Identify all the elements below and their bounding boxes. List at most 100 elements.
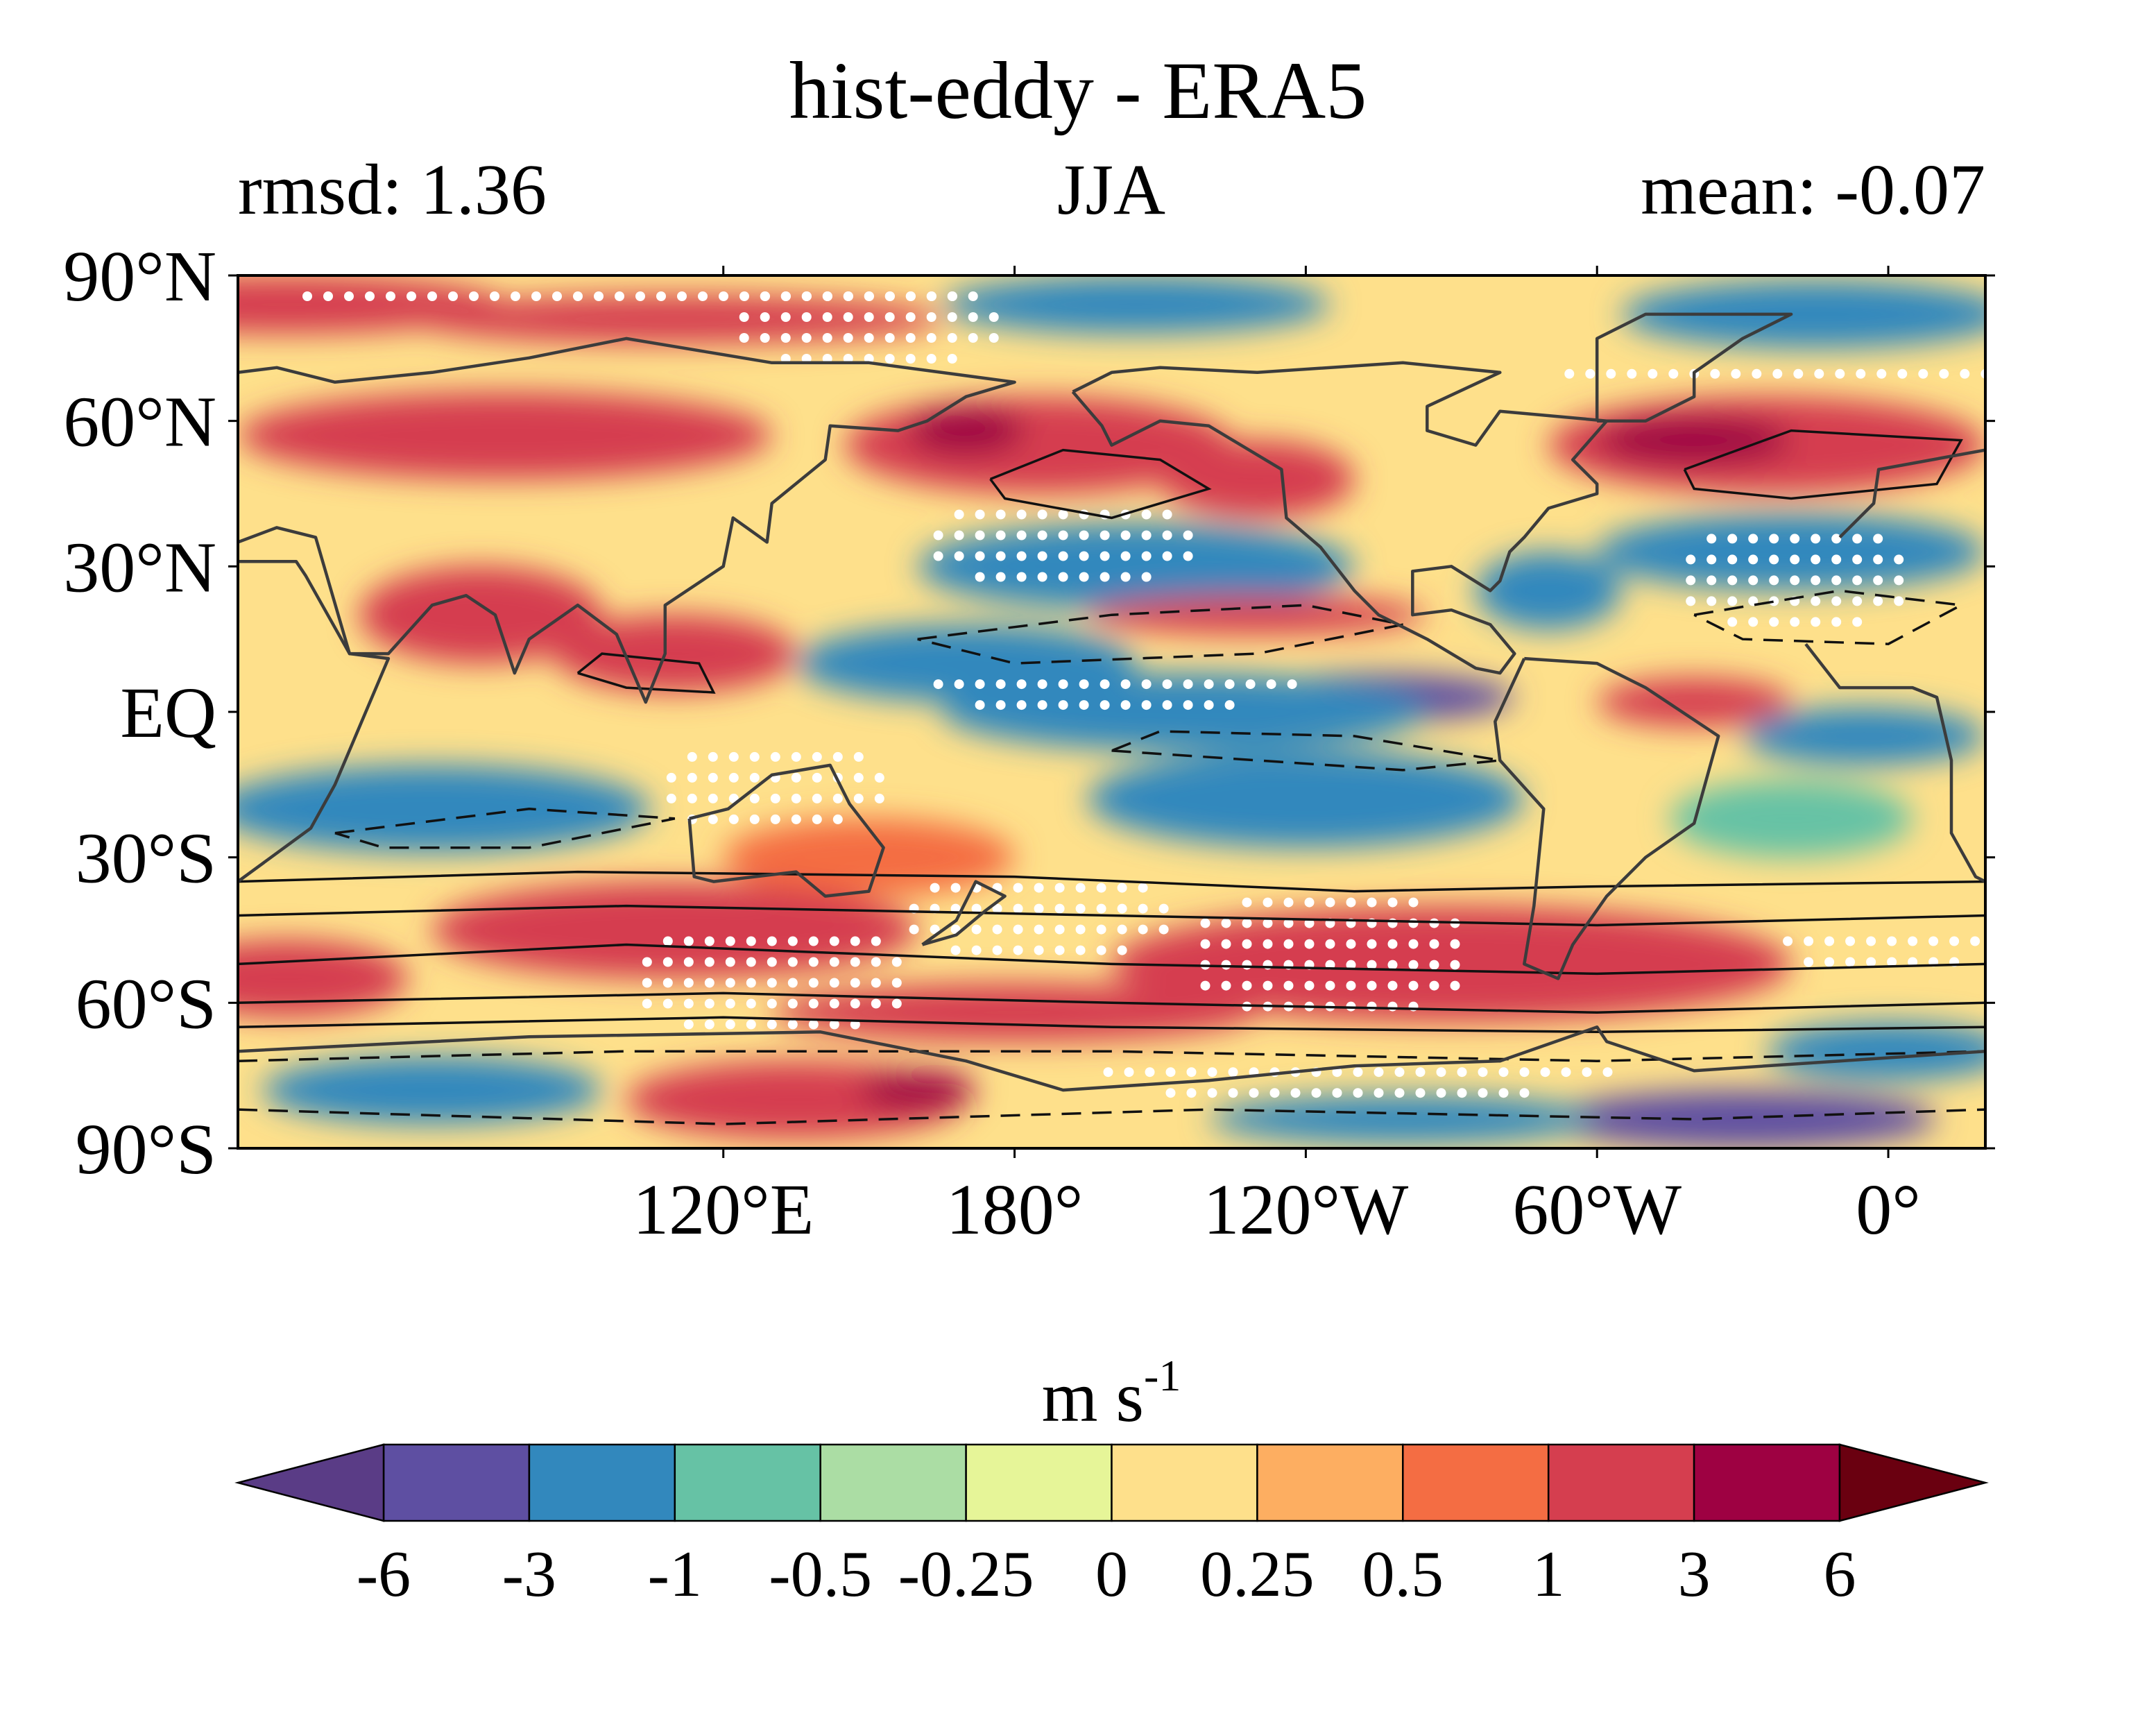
coastline xyxy=(238,560,391,883)
significance-dot xyxy=(1013,924,1023,935)
significance-dot xyxy=(787,1019,798,1030)
significance-dot xyxy=(1037,530,1047,540)
significance-dot xyxy=(926,354,936,364)
significance-dot xyxy=(1727,554,1738,565)
significance-dot xyxy=(975,551,985,561)
significance-dot xyxy=(1016,530,1027,540)
significance-dot xyxy=(1769,596,1779,606)
significance-dot xyxy=(1748,575,1759,586)
significance-dot xyxy=(1138,883,1148,893)
significance-dot xyxy=(1585,368,1595,379)
field-blob xyxy=(1087,595,1428,635)
colorbar-tick-label: 0.25 xyxy=(1200,1538,1315,1610)
x-tick-label: 0° xyxy=(1856,1170,1921,1250)
significance-dot xyxy=(905,312,916,322)
x-tick-label: 180° xyxy=(946,1170,1084,1250)
significance-dot xyxy=(850,957,860,967)
significance-dot xyxy=(975,509,985,520)
subtitle-mean: mean: -0.07 xyxy=(1641,150,1985,230)
significance-dot xyxy=(573,291,583,301)
significance-dot xyxy=(1769,554,1779,565)
field-blob xyxy=(238,765,651,853)
significance-dot xyxy=(1814,368,1824,379)
significance-dot xyxy=(719,291,728,301)
significance-dot xyxy=(1075,903,1086,914)
significance-dot xyxy=(1165,1067,1176,1078)
significance-dot xyxy=(1034,883,1044,893)
significance-dot xyxy=(850,1019,860,1030)
significance-dot xyxy=(1221,960,1231,970)
significance-dot xyxy=(1346,980,1356,991)
significance-dot xyxy=(683,1019,694,1030)
significance-dot xyxy=(1100,572,1110,582)
colorbar-tick-label: 6 xyxy=(1824,1538,1856,1610)
significance-dot xyxy=(1075,945,1086,955)
significance-dot xyxy=(1269,1088,1280,1098)
significance-dot xyxy=(1100,700,1110,710)
significance-dot xyxy=(1228,1067,1238,1078)
coastline xyxy=(921,880,1007,946)
significance-dot xyxy=(1367,939,1377,949)
significance-dot xyxy=(1561,1067,1571,1078)
significance-dot xyxy=(1141,530,1152,540)
significance-dot xyxy=(1304,939,1315,949)
significance-dot xyxy=(1120,551,1131,561)
significance-dot xyxy=(905,333,916,343)
subtitle-rmsd: rmsd: 1.36 xyxy=(238,150,547,230)
significance-dot xyxy=(728,772,739,783)
significance-dot xyxy=(749,793,760,803)
significance-dot xyxy=(531,291,541,301)
significance-dot xyxy=(791,751,801,762)
significance-dot xyxy=(832,793,843,803)
significance-dot xyxy=(1374,1088,1384,1098)
significance-dot xyxy=(635,291,645,301)
significance-dot xyxy=(728,751,739,762)
contour-solid xyxy=(238,943,1985,976)
field-blob xyxy=(1597,513,1985,591)
significance-dot xyxy=(642,998,652,1009)
significance-dot xyxy=(1079,679,1089,690)
significance-dot xyxy=(1162,679,1172,690)
significance-dot xyxy=(767,978,777,988)
significance-dot xyxy=(992,945,1002,955)
significance-dot xyxy=(975,700,985,710)
colorbar-unit-base: m s xyxy=(1042,1357,1144,1437)
significance-dot xyxy=(1606,368,1616,379)
significance-dot xyxy=(1845,957,1856,967)
significance-dot xyxy=(971,945,982,955)
significance-dot xyxy=(891,998,902,1009)
significance-dot xyxy=(1100,679,1110,690)
significance-dot xyxy=(687,751,697,762)
significance-dot xyxy=(933,530,943,540)
significance-dot xyxy=(812,814,822,824)
significance-dot xyxy=(511,291,520,301)
significance-dot xyxy=(1037,572,1047,582)
significance-dot xyxy=(1415,1088,1426,1098)
significance-dot xyxy=(1141,572,1152,582)
significance-dot xyxy=(968,333,978,343)
significance-dot xyxy=(677,291,687,301)
significance-dot xyxy=(1207,1088,1217,1098)
significance-dot xyxy=(971,903,982,914)
significance-dot xyxy=(853,772,864,783)
significance-dot xyxy=(683,978,694,988)
significance-dot xyxy=(850,936,860,946)
contour-solid xyxy=(238,991,1985,1014)
significance-dot xyxy=(1804,936,1814,946)
significance-dot xyxy=(1037,679,1047,690)
field-blob xyxy=(1475,552,1622,630)
significance-dot xyxy=(1752,368,1762,379)
significance-dot xyxy=(1200,918,1210,928)
significance-dot xyxy=(1731,368,1741,379)
significance-dot xyxy=(954,679,964,690)
colorbar-swatch xyxy=(528,1443,676,1522)
significance-dot xyxy=(1852,534,1863,544)
significance-dot xyxy=(995,700,1006,710)
y-tick-label: EQ xyxy=(120,673,216,753)
y-tick-label: 60°N xyxy=(63,382,216,462)
significance-dot xyxy=(1429,939,1439,949)
significance-dot xyxy=(864,291,874,301)
significance-dot xyxy=(1457,1088,1467,1098)
field-blob xyxy=(1767,1022,1985,1081)
significance-dot xyxy=(704,936,715,946)
